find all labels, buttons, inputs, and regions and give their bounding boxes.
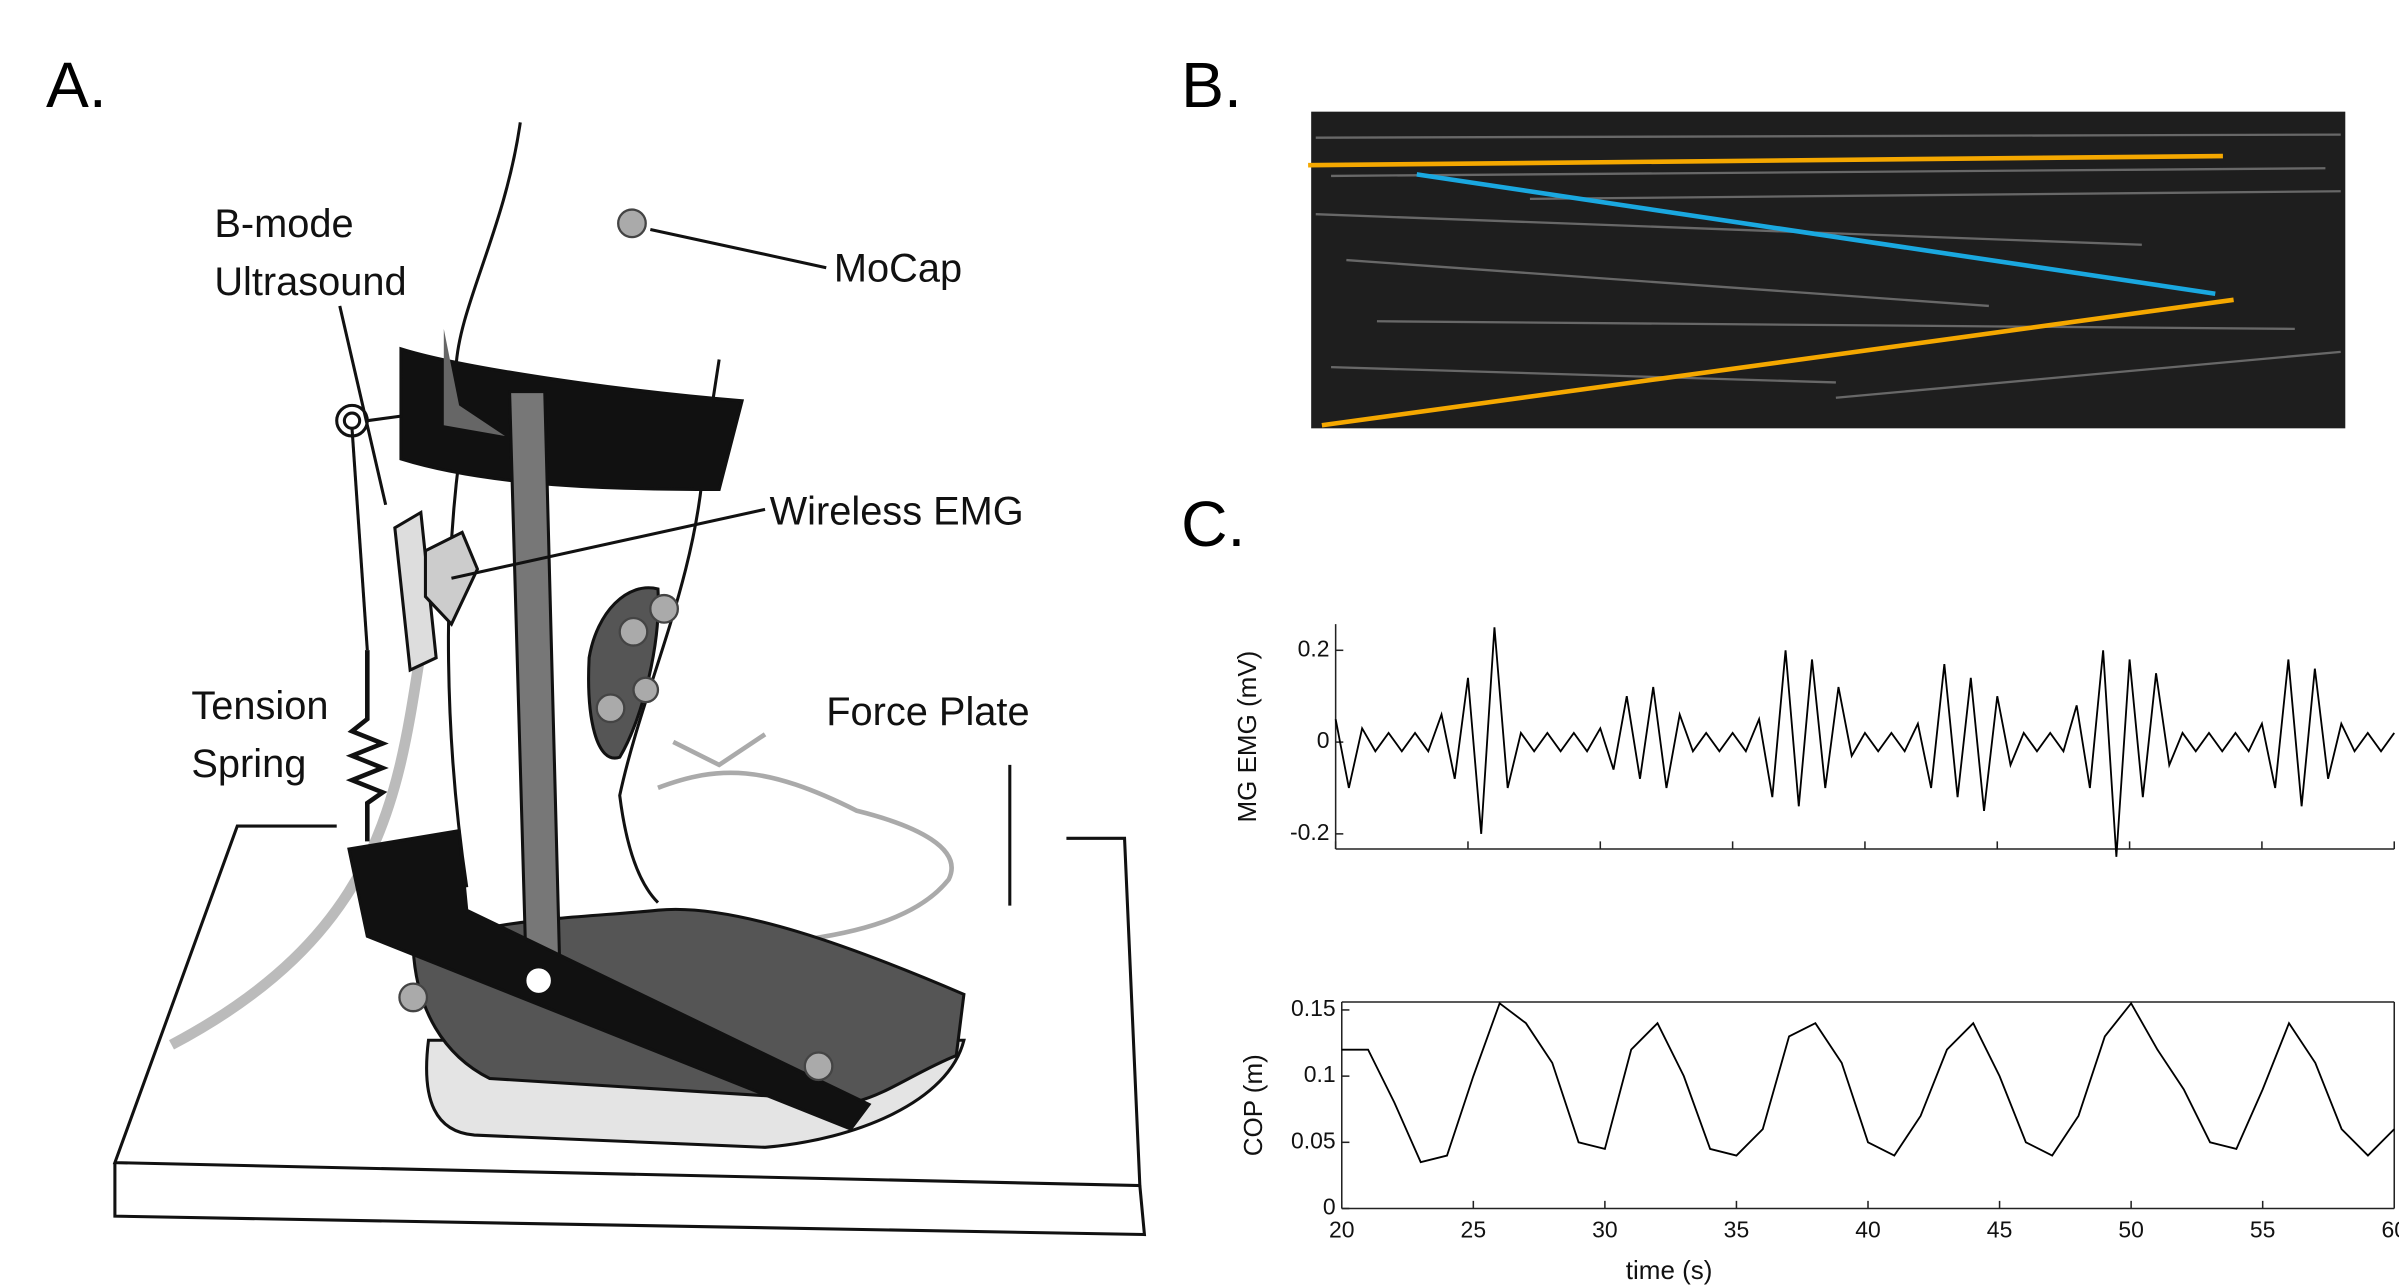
figure: A. B-mode Ultrasound MoCap Wireless EMG …: [0, 0, 2399, 1285]
x-tick-label: 30: [1592, 1217, 1618, 1243]
y-axis-label: MG EMG (mV): [1232, 651, 1262, 823]
x-tick-label: 50: [2118, 1217, 2144, 1243]
y-tick-label: 0: [1317, 727, 1330, 753]
y-tick-label: 0.1: [1304, 1061, 1336, 1087]
panel-label: C.: [1181, 488, 1245, 560]
x-tick-label: 40: [1855, 1217, 1881, 1243]
x-tick-label: 45: [1987, 1217, 2013, 1243]
x-tick-label: 55: [2250, 1217, 2276, 1243]
y-tick-label: 0.05: [1291, 1127, 1336, 1153]
x-tick-label: 20: [1329, 1217, 1355, 1243]
panel-label: A.: [46, 49, 107, 121]
y-tick-label: -0.2: [1290, 819, 1330, 845]
ultrasound-image: [1308, 112, 2345, 429]
diagram-label: Spring: [191, 742, 306, 786]
y-tick-label: 0.15: [1291, 995, 1336, 1021]
data-line: [1342, 1003, 2394, 1162]
y-axis-label: COP (m): [1238, 1054, 1268, 1156]
diagram-label: MoCap: [834, 246, 962, 290]
page: {"panels": { "a": {"label": "A.", "label…: [0, 0, 2399, 1285]
diagram-label: B-mode: [214, 202, 353, 246]
x-tick-label: 25: [1461, 1217, 1487, 1243]
diagram-label: Ultrasound: [214, 260, 406, 304]
y-tick-label: 0.2: [1298, 635, 1330, 661]
diagram-label: Tension: [191, 684, 328, 728]
diagram-label: Wireless EMG: [770, 490, 1024, 534]
diagram-label: Force Plate: [826, 690, 1029, 734]
x-tick-label: 60: [2381, 1217, 2399, 1243]
data-line: [1336, 627, 2395, 856]
x-tick-label: 35: [1724, 1217, 1750, 1243]
x-axis-label: time (s): [1626, 1255, 1713, 1285]
panel-label: B.: [1181, 49, 1242, 121]
